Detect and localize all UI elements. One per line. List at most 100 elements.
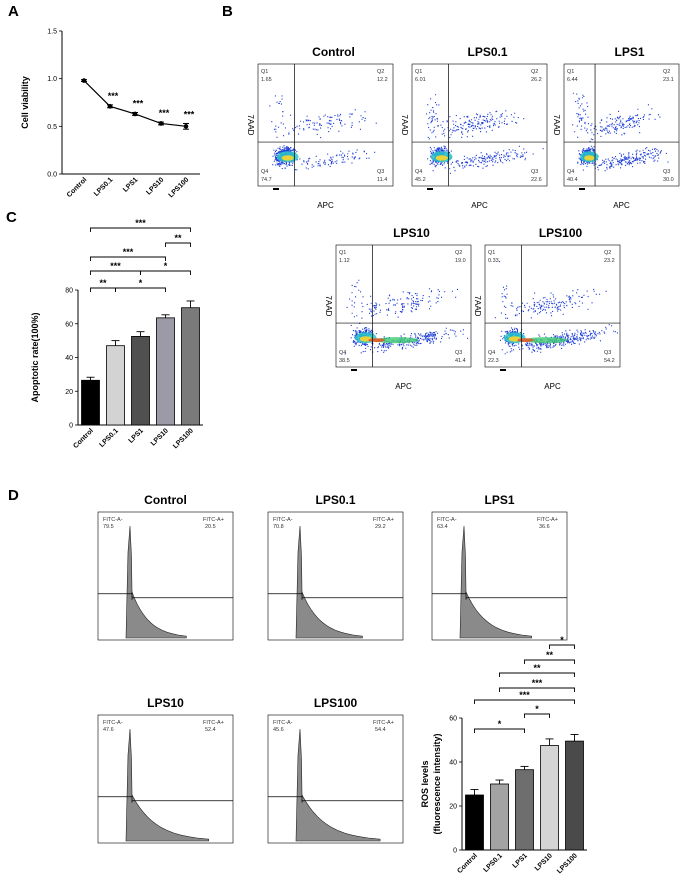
b-lps10-frame [335, 244, 472, 368]
a-significance-label: *** [108, 91, 119, 101]
b-lps10-axis-marker [351, 369, 357, 371]
b-control-q4-label: Q4 [261, 169, 268, 175]
b-lps10-y-axis-label: 7AAD [324, 296, 333, 317]
d-lps01-distribution [295, 525, 363, 639]
b-lps100-density-band [524, 337, 568, 344]
panel-b-label: B [222, 3, 233, 20]
a-x-tick-label: LPS1 [122, 176, 139, 193]
a-x-tick-label: LPS0.1 [93, 176, 115, 198]
c-significance-label: *** [123, 247, 134, 257]
dbar-bar-lps100 [565, 740, 584, 851]
b-lps100-events [494, 261, 618, 355]
c-significance-bracket [90, 256, 166, 261]
c-significance-bracket [90, 270, 141, 275]
c-significance-label: *** [110, 261, 121, 271]
dbar-significance-label: *** [532, 678, 543, 688]
c-y-tick-label: 20 [65, 389, 73, 396]
c-bar-lps0.1 [106, 345, 125, 426]
d-lps01-neg-value: 70.8 [273, 524, 284, 530]
a-y-axis-label: Cell viability [20, 76, 30, 129]
c-significance-label: ** [174, 233, 182, 243]
d-lps1-neg-label: FITC-A- [437, 517, 457, 523]
d-lps10-neg-value: 47.6 [103, 727, 114, 733]
d-lps10-distribution [125, 728, 210, 842]
b-lps01-q3-value: 22.6 [531, 177, 542, 183]
d-lps10-title: LPS10 [147, 696, 184, 710]
d-lps100-distribution [295, 728, 381, 842]
b-control-q1-label: Q1 [261, 69, 268, 75]
panel-c-bar-chart: 0 20 40 60 80 Control LPS0.1 LPS1 LPS10 LPS100 Apo… [30, 218, 203, 450]
a-x-tick-label: Control [66, 176, 89, 199]
d-control-histogram: Control FITC-A-79.5 FITC-A+20.5 [97, 493, 234, 641]
b-lps01-q4-label: Q4 [415, 169, 422, 175]
b-lps1-events [572, 92, 669, 172]
d-lps10-neg-label: FITC-A- [103, 720, 123, 726]
b-lps1-q2-label: Q2 [663, 69, 670, 75]
b-control-q3-value: 11.4 [377, 177, 387, 183]
b-lps10-q1-label: Q1 [339, 250, 346, 256]
b-lps01-q1-label: Q1 [415, 69, 422, 75]
dbar-significance-bracket [474, 699, 575, 704]
c-x-tick-label: LPS10 [150, 427, 170, 447]
c-significance-bracket [90, 287, 116, 292]
c-significance-bracket [115, 287, 166, 292]
dbar-significance-bracket [524, 713, 550, 718]
a-y-tick-label: 1.0 [47, 76, 57, 83]
b-lps01-q2-value: 26.2 [531, 77, 542, 83]
dbar-y-tick-label: 60 [449, 716, 457, 723]
b-lps10-q3-value: 41.4 [455, 358, 466, 364]
b-lps10-q4-label: Q4 [339, 350, 346, 356]
b-lps01-axis-marker [427, 188, 433, 190]
c-significance-label: * [139, 278, 143, 288]
b-lps100-q1-label: Q1 [488, 250, 495, 256]
dbar-significance-label: ** [533, 663, 541, 673]
dbar-significance-bracket [524, 659, 575, 664]
a-point-lps0.1 [107, 104, 113, 109]
dbar-x-tick-label: Control [456, 852, 479, 875]
c-significance-bracket [165, 242, 191, 247]
c-bar-lps10 [156, 317, 175, 426]
b-control-axis-marker [273, 188, 279, 190]
b-lps10-x-axis-label: APC [395, 382, 412, 391]
panel-b-flow-plots: ControlQ11.65Q212.2Q474.7Q311.4APC7AADLP… [246, 45, 680, 391]
d-lps1-neg-value: 63.4 [437, 524, 448, 530]
dbar-x-tick-label: LPS10 [534, 852, 554, 872]
b-lps1-axis-marker [579, 188, 585, 190]
d-lps1-pos-label: FITC-A+ [537, 517, 558, 523]
b-lps10-density-band [375, 337, 419, 344]
dbar-y-axis-label: ROS levels [420, 760, 430, 807]
b-lps100-x-axis-label: APC [544, 382, 561, 391]
d-lps10-histogram: LPS10 FITC-A-47.6 FITC-A+52.4 [97, 696, 234, 844]
b-lps01-frame [411, 63, 548, 187]
d-control-title: Control [144, 493, 187, 507]
a-significance-label: *** [133, 99, 144, 109]
b-lps100-q4-value: 22.3 [488, 358, 499, 364]
dbar-significance-label: * [560, 635, 564, 645]
d-lps10-pos-label: FITC-A+ [203, 720, 224, 726]
b-lps01-q2-label: Q2 [531, 69, 538, 75]
b-lps100-q2-value: 23.2 [604, 258, 615, 264]
b-control-plot: Control Q1 1.65 Q2 12.2 Q4 74.7 Q3 11.4 APC 7AAD [246, 45, 394, 210]
b-control-q3-label: Q3 [377, 169, 384, 175]
a-y-tick-label: 0.0 [47, 172, 57, 179]
dbar-bar-lps1 [515, 769, 534, 851]
d-lps100-pos-value: 54.4 [375, 727, 386, 733]
d-lps01-histogram: LPS0.1 FITC-A-70.8 FITC-A+29.2 [267, 493, 404, 641]
panel-c-label: C [6, 209, 17, 226]
d-lps1-distribution [459, 525, 532, 639]
a-x-tick-label: LPS100 [168, 176, 191, 199]
d-lps1-title: LPS1 [484, 493, 514, 507]
b-lps1-frame [563, 63, 680, 187]
b-control-title: Control [312, 45, 355, 59]
dbar-bar-control [465, 794, 484, 851]
c-y-tick-label: 0 [69, 423, 73, 430]
c-x-tick-label: Control [72, 427, 95, 450]
b-lps100-q3-label: Q3 [604, 350, 611, 356]
b-lps10-q4-value: 38.5 [339, 358, 350, 364]
b-lps10-q2-value: 19.0 [455, 258, 466, 264]
c-bar-control [81, 379, 100, 426]
b-lps100-q2-label: Q2 [604, 250, 611, 256]
b-control-frame [257, 63, 394, 187]
c-y-tick-label: 40 [65, 355, 73, 362]
b-lps1-q1-value: 6.44 [567, 77, 578, 83]
